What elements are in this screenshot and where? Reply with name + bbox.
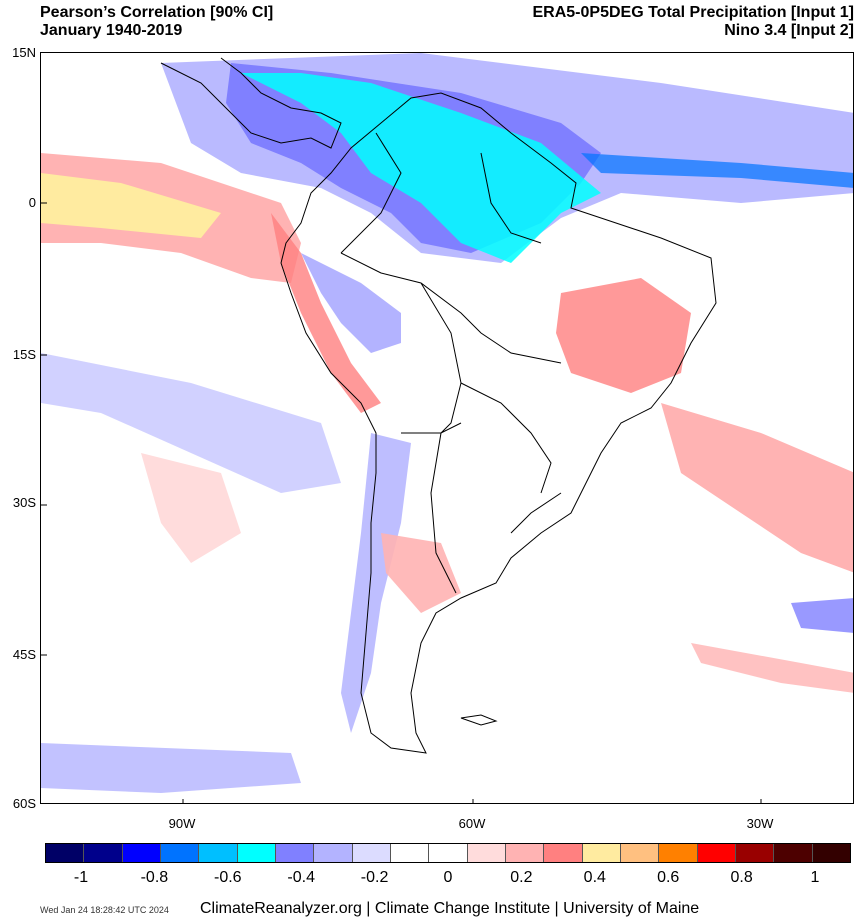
- colorbar-swatch-6: [275, 844, 315, 862]
- colorbar-swatch-14: [582, 844, 621, 862]
- negative-region-far-south-atlantic: [791, 598, 853, 633]
- negative-region-southern-ocean: [41, 743, 301, 793]
- positive-region-coast: [271, 213, 381, 413]
- negative-region-atlantic-band: [581, 153, 853, 188]
- lat-label-60s: 60S: [12, 796, 36, 811]
- lat-label-30s: 30S: [12, 495, 36, 510]
- colorbar-label: 0.6: [657, 869, 680, 886]
- title-line-1: Pearson’s Correlation [90% CI]: [40, 4, 274, 21]
- lon-label-90w: 90W: [168, 816, 196, 831]
- colorbar-swatch-17: [697, 844, 736, 862]
- dataset-line-2: Nino 3.4 [Input 2]: [724, 22, 854, 39]
- colorbar-swatch-18: [735, 844, 775, 862]
- colorbar-label: 0: [443, 869, 453, 886]
- title-line-2: January 1940-2019: [40, 22, 183, 39]
- colorbar-swatch-7: [314, 844, 353, 862]
- colorbar: [45, 843, 851, 863]
- dataset-line-1: ERA5-0P5DEG Total Precipitation [Input 1…: [532, 4, 854, 21]
- map-canvas: [41, 53, 853, 803]
- positive-region-south-atlantic-2: [691, 643, 853, 693]
- positive-region-brazil: [556, 278, 691, 393]
- credit-line: ClimateReanalyzer.org | Climate Change I…: [200, 900, 700, 917]
- colorbar-label: 0.8: [730, 869, 753, 886]
- colorbar-swatch-8: [352, 844, 391, 862]
- central-america-coast: [160, 57, 342, 149]
- lat-label-15s: 15S: [12, 347, 36, 362]
- colorbar-swatch-15: [620, 844, 660, 862]
- positive-region-pacific-south: [141, 453, 241, 563]
- colorbar-label: 0.2: [510, 869, 533, 886]
- colorbar-swatch-5: [237, 844, 276, 862]
- colorbar-label: 1: [810, 869, 820, 886]
- falkland-islands: [460, 714, 498, 726]
- timestamp: Wed Jan 24 18:28:42 UTC 2024: [40, 905, 169, 915]
- dataset-title: ERA5-0P5DEG Total Precipitation [Input 1…: [532, 4, 854, 40]
- colorbar-label: -0.2: [360, 869, 389, 886]
- positive-region-south-atlantic: [661, 403, 853, 573]
- colorbar-label: -1: [73, 869, 89, 886]
- colorbar-swatch-0: [46, 844, 85, 862]
- colorbar-swatch-10: [429, 844, 468, 862]
- negative-region-andes: [301, 253, 401, 353]
- lat-label-45s: 45S: [12, 647, 36, 662]
- positive-region-argentina: [381, 533, 461, 613]
- lon-label-60w: 60W: [458, 816, 486, 831]
- colorbar-swatch-13: [544, 844, 583, 862]
- colorbar-label: -0.8: [140, 869, 169, 886]
- positive-region-pacific-core: [41, 173, 221, 238]
- lat-label-eq: 0: [28, 195, 36, 210]
- colorbar-swatch-3: [160, 844, 200, 862]
- correlation-map: [40, 52, 854, 804]
- axis-ticks: [41, 202, 762, 803]
- country-borders: [340, 132, 562, 594]
- colorbar-swatch-20: [812, 844, 850, 862]
- lon-label-30w: 30W: [746, 816, 774, 831]
- negative-region-southern-andes: [341, 433, 411, 733]
- negative-region-east-pacific: [41, 353, 341, 493]
- colorbar-swatch-9: [390, 844, 430, 862]
- colorbar-label: -0.6: [214, 869, 242, 886]
- coastlines: [160, 57, 717, 754]
- colorbar-swatch-2: [122, 844, 161, 862]
- colorbar-swatch-4: [199, 844, 238, 862]
- lat-label-15n: 15N: [12, 45, 36, 60]
- colorbar-swatch-1: [84, 844, 123, 862]
- colorbar-label: 0.4: [583, 869, 606, 886]
- colorbar-swatch-19: [774, 844, 813, 862]
- colorbar-swatch-12: [505, 844, 545, 862]
- colorbar-swatch-16: [659, 844, 698, 862]
- map-title: Pearson’s Correlation [90% CI] January 1…: [40, 4, 273, 40]
- correlation-field: [41, 53, 853, 793]
- south-america-coast: [280, 92, 717, 754]
- colorbar-swatch-11: [467, 844, 506, 862]
- colorbar-label: -0.4: [287, 869, 315, 886]
- strong-negative-region: [241, 73, 601, 263]
